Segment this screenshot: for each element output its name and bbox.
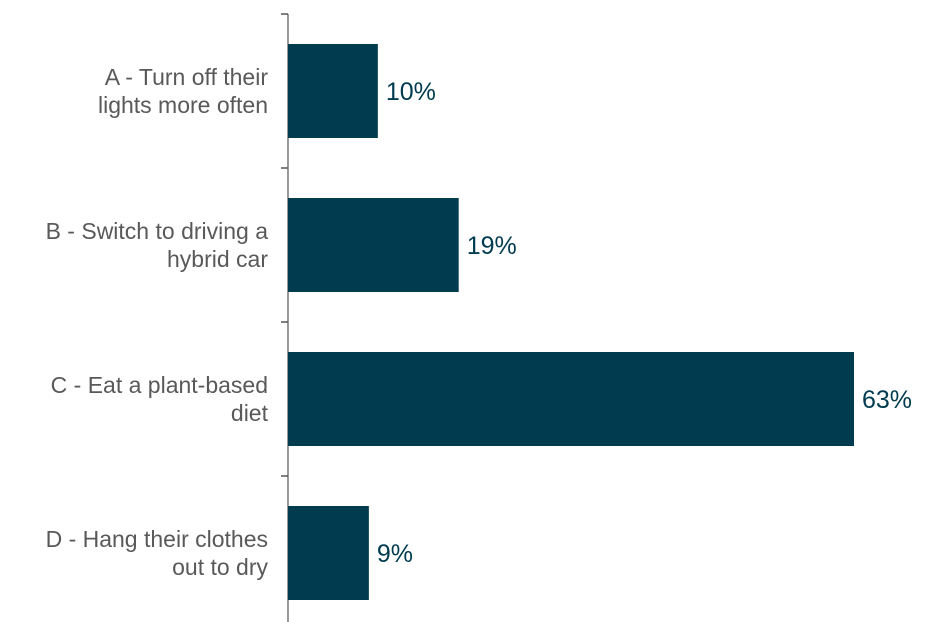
category-label: lights more often <box>98 92 268 118</box>
bar-b <box>288 198 459 292</box>
bar-a <box>288 44 378 138</box>
bar-d <box>288 506 369 600</box>
category-axis <box>281 13 289 622</box>
category-label: C - Eat a plant-based <box>51 372 268 398</box>
category-label: A - Turn off their <box>105 64 269 90</box>
bars <box>288 44 854 600</box>
bar-c <box>288 352 854 446</box>
category-label: B - Switch to driving a <box>46 218 269 244</box>
category-label: out to dry <box>172 554 268 580</box>
category-label: D - Hang their clothes <box>46 526 268 552</box>
data-label: 10% <box>386 78 436 106</box>
category-label: hybrid car <box>167 246 268 272</box>
category-label: diet <box>231 400 269 426</box>
data-label: 9% <box>377 540 413 568</box>
data-label: 63% <box>862 386 912 414</box>
data-label: 19% <box>467 232 517 260</box>
data-labels: 10% 19% 63% 9% <box>377 78 912 568</box>
